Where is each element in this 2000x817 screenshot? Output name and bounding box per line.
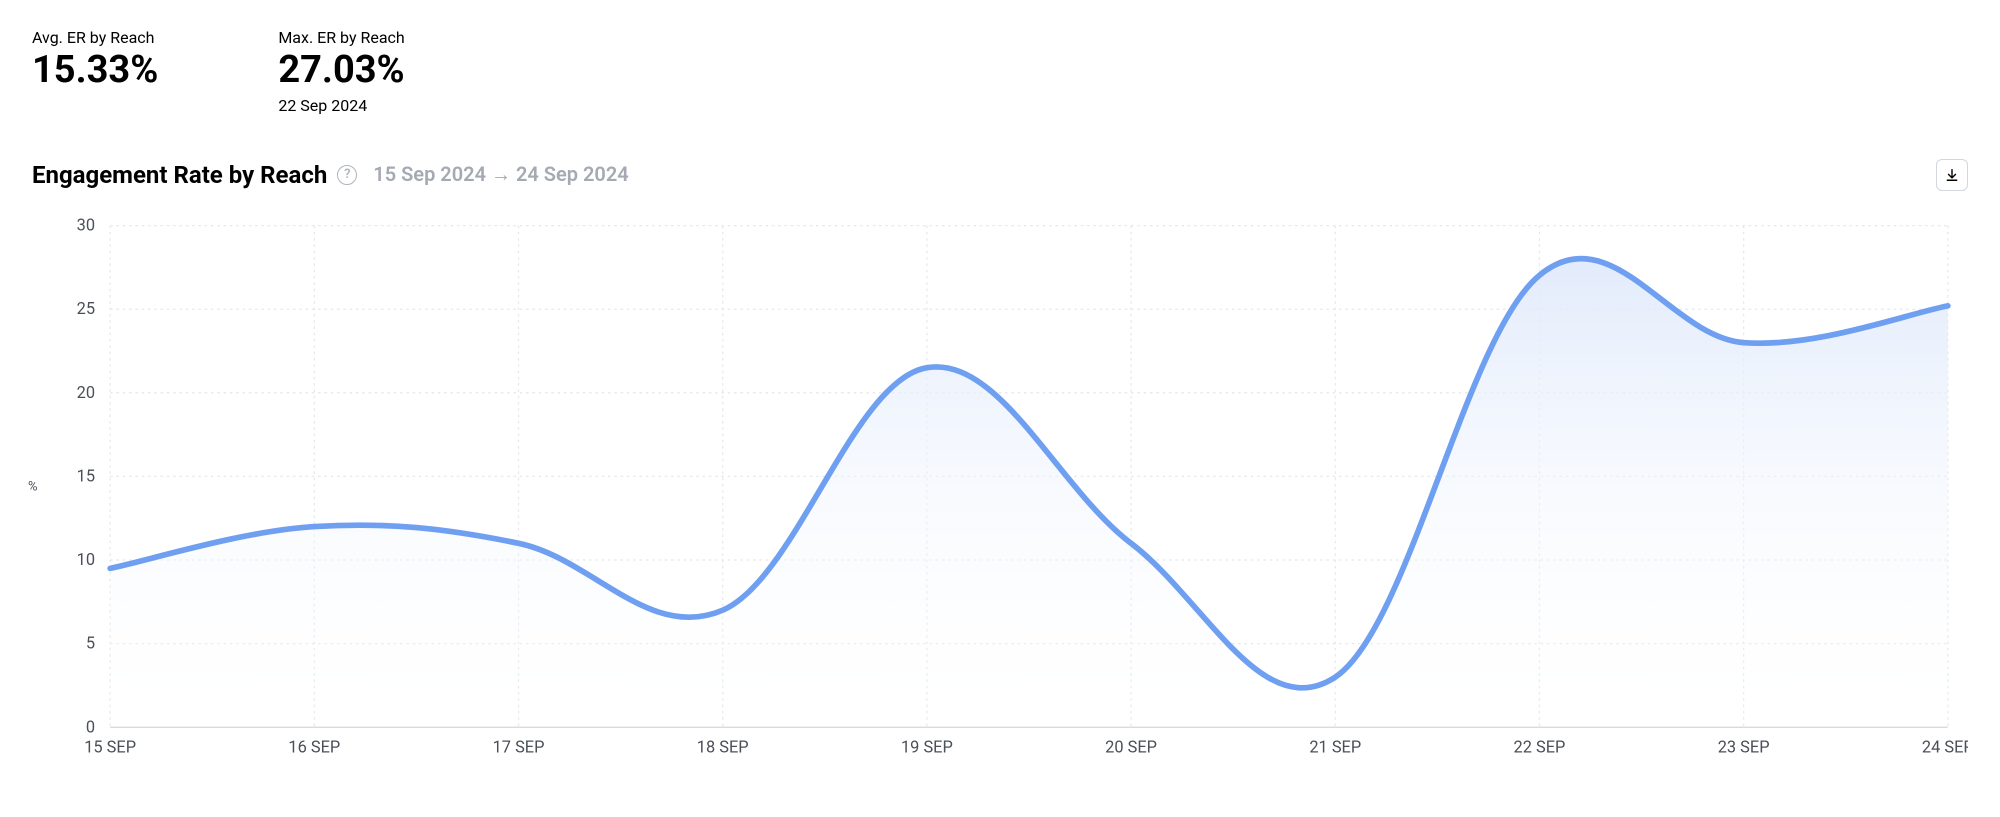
svg-text:25: 25 [77,299,95,318]
y-axis-title: % [28,480,38,495]
stat-avg: Avg. ER by Reach 15.33% [32,28,158,115]
stat-avg-value: 15.33% [32,49,158,93]
svg-text:20: 20 [77,383,95,402]
chart-title: Engagement Rate by Reach [32,161,327,189]
svg-text:5: 5 [86,633,95,652]
svg-text:10: 10 [77,550,95,569]
svg-text:21 SEP: 21 SEP [1309,737,1361,756]
stat-max-label: Max. ER by Reach [278,28,404,47]
date-range: 15 Sep 2024 → 24 Sep 2024 [373,162,628,187]
svg-text:15: 15 [77,466,95,485]
date-range-to: 24 Sep 2024 [516,162,629,186]
date-range-arrow: → [491,162,511,186]
chart: % 05101520253015 SEP16 SEP17 SEP18 SEP19… [32,213,1968,763]
svg-text:16 SEP: 16 SEP [288,737,340,756]
stats-row: Avg. ER by Reach 15.33% Max. ER by Reach… [32,28,1968,115]
svg-text:30: 30 [77,215,95,234]
svg-text:17 SEP: 17 SEP [493,737,545,756]
help-icon[interactable]: ? [337,165,357,185]
svg-text:15 SEP: 15 SEP [84,737,136,756]
date-range-from: 15 Sep 2024 [373,162,486,186]
stat-max: Max. ER by Reach 27.03% 22 Sep 2024 [278,28,404,115]
stat-max-value: 27.03% [278,49,404,93]
svg-text:24 SEP: 24 SEP [1922,737,1968,756]
stat-avg-label: Avg. ER by Reach [32,28,158,47]
chart-svg: 0 5 10 15 20 25 30 15 SEP 16 SEP 17 SEP 18 SEP 19 S… [32,213,1968,763]
chart-header: Engagement Rate by Reach ? 15 Sep 2024 →… [32,159,1968,191]
svg-text:20 SEP: 20 SEP [1105,737,1157,756]
download-icon [1945,168,1959,182]
svg-text:18 SEP: 18 SEP [697,737,749,756]
download-button[interactable] [1936,159,1968,191]
svg-text:22 SEP: 22 SEP [1514,737,1566,756]
svg-text:0: 0 [86,717,95,736]
stat-max-date: 22 Sep 2024 [278,96,404,115]
svg-text:19 SEP: 19 SEP [901,737,953,756]
svg-text:23 SEP: 23 SEP [1718,737,1770,756]
